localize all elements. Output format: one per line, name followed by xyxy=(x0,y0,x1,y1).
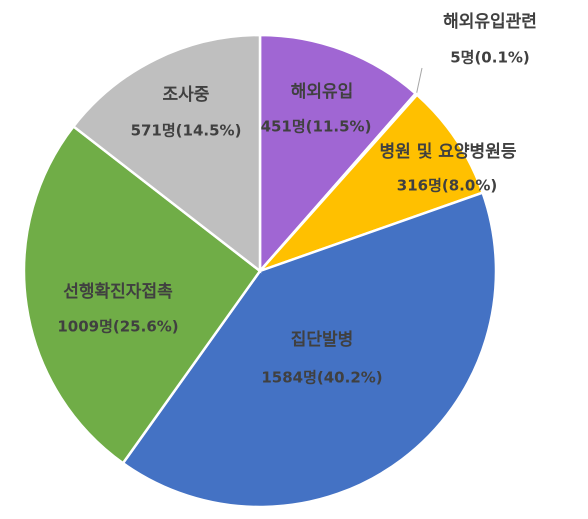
leader-line xyxy=(415,67,423,97)
slice-label: 병원 및 요양병원등 xyxy=(380,142,517,162)
value-label: 5명(0.1%) xyxy=(450,49,530,67)
value-label: 1009명(25.6%) xyxy=(57,318,178,336)
pie-slice xyxy=(22,124,262,465)
slice-label: 해외유입 xyxy=(291,82,354,102)
slice-label: 조사중 xyxy=(163,85,210,105)
value-label: 316명(8.0%) xyxy=(397,177,497,195)
slice-label: 해외유입관련 xyxy=(443,12,537,32)
pie-slice xyxy=(121,191,498,509)
pie-slice xyxy=(71,33,262,274)
pie-slice xyxy=(259,93,485,273)
slice-label: 선행확진자접촉 xyxy=(63,282,173,302)
value-label: 451명(11.5%) xyxy=(261,118,372,136)
pie-slice xyxy=(258,33,418,275)
slice-label: 집단발병 xyxy=(291,330,354,350)
value-label: 1584명(40.2%) xyxy=(261,369,382,387)
value-label: 571명(14.5%) xyxy=(131,122,242,140)
